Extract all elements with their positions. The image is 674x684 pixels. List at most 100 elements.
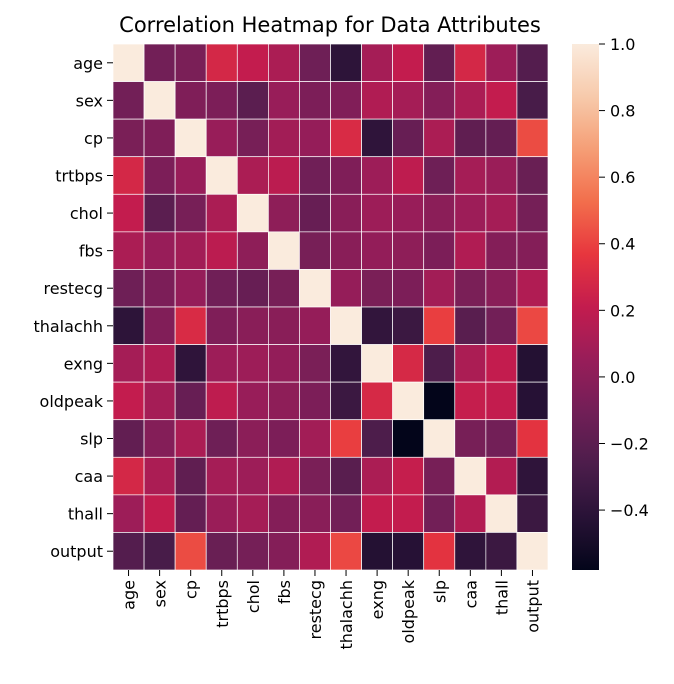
heatmap-cell-restecg-sex: [143, 269, 176, 308]
heatmap-cell-restecg-oldpeak: [392, 269, 425, 308]
heatmap-cell-chol-caa: [454, 193, 487, 233]
heatmap-cell-exng-sex: [143, 344, 176, 383]
heatmap-cell-thalachh-fbs: [268, 306, 300, 345]
heatmap-cell-exng-exng: [361, 344, 393, 383]
heatmap-cell-caa-cp: [174, 456, 207, 496]
x-tick-labels: age sex cp trtbps chol fbs restecg thalachh exng…: [120, 570, 542, 650]
heatmap-cell-slp-slp: [423, 419, 456, 458]
y-tick-labels: age sex cp trtbps chol fbs restecg thalachh exng…: [33, 54, 113, 561]
heatmap-cell-fbs-output: [516, 231, 549, 270]
heatmap-cell-sex-cp: [174, 81, 207, 120]
heatmap-cell-trtbps-fbs: [268, 156, 300, 195]
heatmap-cell-caa-thall: [485, 456, 518, 496]
heatmap-cell-fbs-restecg: [299, 231, 331, 270]
heatmap-cell-cp-oldpeak: [392, 118, 425, 158]
heatmap-cell-thalachh-restecg: [299, 306, 331, 345]
heatmap-cell-trtbps-output: [516, 156, 549, 195]
colorbar-tick-label: 1.0: [610, 35, 635, 54]
heatmap-cell-output-slp: [423, 532, 456, 571]
colorbar-tick-label: 0.0: [610, 368, 635, 387]
heatmap-cell-slp-thalachh: [330, 419, 362, 458]
heatmap-cell-sex-thalachh: [330, 81, 362, 120]
heatmap-cell-restecg-fbs: [268, 269, 300, 308]
heatmap-cell-restecg-restecg: [299, 269, 331, 308]
heatmap-cell-caa-sex: [143, 456, 176, 496]
heatmap-cell-age-cp: [174, 43, 207, 82]
heatmap-cell-oldpeak-fbs: [268, 381, 300, 421]
x-tick-label-slp: slp: [430, 580, 449, 603]
y-tick-label-trtbps: trtbps: [55, 167, 103, 186]
heatmap-cell-restecg-trtbps: [205, 269, 238, 308]
heatmap-cell-thall-oldpeak: [392, 494, 425, 533]
y-tick-label-cp: cp: [84, 129, 103, 148]
heatmap-cell-sex-trtbps: [205, 81, 238, 120]
heatmap-cell-exng-thalachh: [330, 344, 362, 383]
heatmap-cell-cp-slp: [423, 118, 456, 158]
heatmap-cell-cp-cp: [174, 118, 207, 158]
heatmap-cell-exng-oldpeak: [392, 344, 425, 383]
heatmap-cells: [112, 43, 549, 571]
x-tick-label-exng: exng: [368, 580, 387, 619]
heatmap-cell-slp-chol: [236, 419, 269, 458]
y-tick-label-fbs: fbs: [79, 242, 103, 261]
heatmap-cell-cp-exng: [361, 118, 393, 158]
heatmap-cell-thall-cp: [174, 494, 207, 533]
heatmap-cell-thall-age: [112, 494, 145, 533]
heatmap-cell-thalachh-thalachh: [330, 306, 362, 345]
heatmap-cell-trtbps-exng: [361, 156, 393, 195]
heatmap-cell-oldpeak-output: [516, 381, 549, 421]
colorbar: 1.0 0.8 0.6 0.4 0.2 0.0 −0.2 −0.4: [572, 35, 649, 570]
heatmap-cell-restecg-thall: [485, 269, 518, 308]
heatmap-cell-slp-cp: [174, 419, 207, 458]
heatmap-cell-age-oldpeak: [392, 43, 425, 82]
heatmap-cell-age-thalachh: [330, 43, 362, 82]
heatmap-cell-chol-output: [516, 193, 549, 233]
heatmap-cell-slp-caa: [454, 419, 487, 458]
heatmap-cell-oldpeak-restecg: [299, 381, 331, 421]
heatmap-cell-age-restecg: [299, 43, 331, 82]
heatmap-cell-sex-sex: [143, 81, 176, 120]
heatmap-cell-thall-thalachh: [330, 494, 362, 533]
heatmap-cell-exng-output: [516, 344, 549, 383]
heatmap-cell-exng-thall: [485, 344, 518, 383]
heatmap-cell-exng-chol: [236, 344, 269, 383]
heatmap-cell-output-sex: [143, 532, 176, 571]
heatmap-cell-slp-sex: [143, 419, 176, 458]
heatmap-cell-slp-fbs: [268, 419, 300, 458]
y-tick-label-output: output: [50, 542, 103, 561]
x-tick-label-fbs: fbs: [275, 580, 294, 604]
y-tick-label-exng: exng: [64, 354, 103, 373]
heatmap-cell-thall-restecg: [299, 494, 331, 533]
heatmap-cell-restecg-caa: [454, 269, 487, 308]
heatmap-cell-thalachh-thall: [485, 306, 518, 345]
x-tick-label-oldpeak: oldpeak: [399, 579, 418, 643]
heatmap-cell-oldpeak-caa: [454, 381, 487, 421]
heatmap-cell-thalachh-trtbps: [205, 306, 238, 345]
x-tick-label-cp: cp: [182, 580, 201, 599]
heatmap-cell-output-fbs: [268, 532, 300, 571]
heatmap-cell-trtbps-oldpeak: [392, 156, 425, 195]
chart-title: Correlation Heatmap for Data Attributes: [119, 13, 541, 37]
heatmap-cell-age-thall: [485, 43, 518, 82]
heatmap-cell-sex-age: [112, 81, 145, 120]
heatmap-cell-caa-chol: [236, 456, 269, 496]
heatmap-cell-thall-fbs: [268, 494, 300, 533]
heatmap-cell-fbs-age: [112, 231, 145, 270]
y-tick-label-chol: chol: [70, 204, 103, 223]
heatmap-cell-chol-cp: [174, 193, 207, 233]
heatmap-cell-output-cp: [174, 532, 207, 571]
heatmap-cell-chol-chol: [236, 193, 269, 233]
heatmap-cell-output-age: [112, 532, 145, 571]
heatmap-cell-output-caa: [454, 532, 487, 571]
heatmap-cell-cp-thalachh: [330, 118, 362, 158]
y-tick-label-oldpeak: oldpeak: [40, 392, 104, 411]
heatmap-cell-exng-caa: [454, 344, 487, 383]
y-tick-label-caa: caa: [75, 467, 103, 486]
heatmap-cell-chol-age: [112, 193, 145, 233]
heatmap-cell-trtbps-thall: [485, 156, 518, 195]
heatmap-cell-output-restecg: [299, 532, 331, 571]
heatmap-cell-fbs-exng: [361, 231, 393, 270]
y-tick-label-thall: thall: [68, 505, 103, 524]
heatmap-cell-trtbps-trtbps: [205, 156, 238, 195]
heatmap-cell-age-output: [516, 43, 549, 82]
